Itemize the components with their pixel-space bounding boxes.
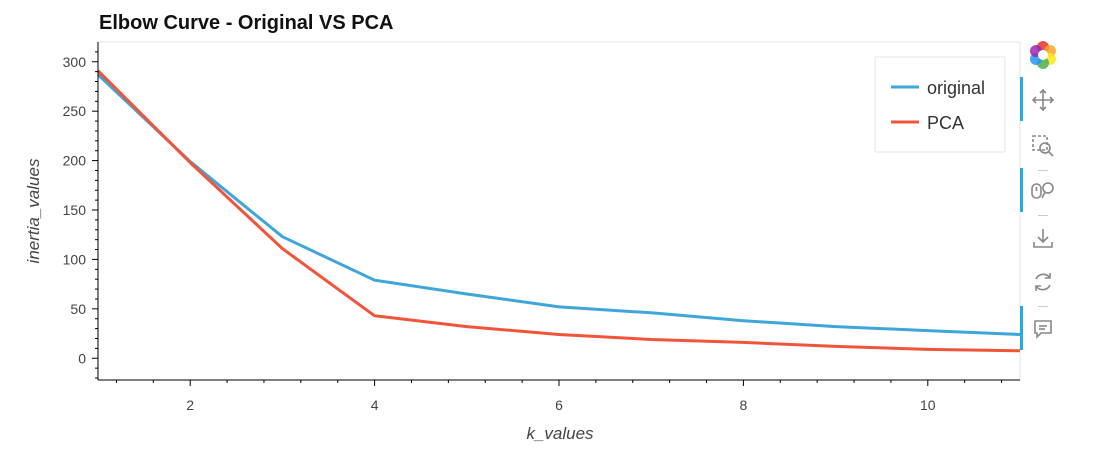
plot-area[interactable] (96, 69, 1021, 353)
toolbar-divider (1038, 306, 1048, 307)
bokeh-logo-icon[interactable] (1020, 38, 1066, 72)
toolbar (1020, 38, 1066, 358)
y-axis: 0 50 100 150 200 250 300 (63, 42, 99, 380)
toolbar-divider (1038, 215, 1048, 216)
x-tick-label: 2 (186, 397, 194, 413)
reset-icon[interactable] (1020, 265, 1066, 299)
legend-label-pca: PCA (927, 113, 964, 133)
y-axis-label: inertia_values (24, 158, 43, 263)
y-tick-label: 300 (63, 54, 87, 70)
y-tick-label: 100 (63, 251, 87, 267)
series-line-pca (96, 69, 1021, 353)
x-axis-label: k_values (526, 424, 594, 443)
y-tick-label: 250 (63, 103, 87, 119)
x-tick-label: 4 (371, 397, 379, 413)
chart-title: Elbow Curve - Original VS PCA (99, 12, 394, 34)
legend-label-original: original (927, 78, 985, 98)
pan-icon[interactable] (1020, 77, 1066, 121)
y-tick-label: 50 (70, 301, 86, 317)
hover-icon[interactable] (1020, 306, 1066, 350)
legend[interactable]: original PCA (874, 56, 1006, 153)
toolbar-divider (1038, 170, 1048, 171)
save-icon[interactable] (1020, 221, 1066, 255)
x-tick-label: 8 (740, 397, 748, 413)
x-tick-label: 10 (920, 397, 936, 413)
x-tick-label: 6 (555, 397, 563, 413)
series-line-original (96, 73, 1021, 336)
legend-box (874, 56, 1006, 153)
box-zoom-icon[interactable] (1020, 129, 1066, 163)
y-tick-label: 0 (78, 350, 86, 366)
x-axis: 2 4 6 8 10 (98, 379, 1020, 413)
y-tick-label: 200 (63, 153, 87, 169)
wheel-zoom-icon[interactable] (1020, 168, 1066, 212)
y-tick-label: 150 (63, 202, 87, 218)
